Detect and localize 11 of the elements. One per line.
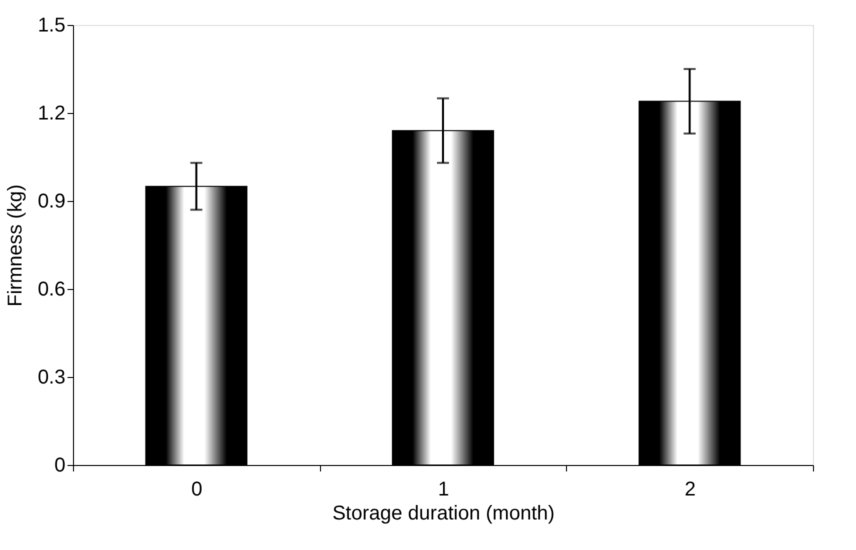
y-axis-title: Firmness (kg) xyxy=(4,184,27,307)
x-tick-label: 0 xyxy=(191,478,202,500)
x-axis-title: Storage duration (month) xyxy=(332,502,555,524)
y-tick-label: 1.5 xyxy=(38,14,66,36)
y-tick-label: 0 xyxy=(54,454,66,476)
x-tick-label: 1 xyxy=(438,478,450,500)
y-tick-label: 0.9 xyxy=(38,190,66,212)
x-tick-label: 2 xyxy=(684,478,696,500)
y-tick-label: 0.3 xyxy=(38,366,66,388)
y-tick-label: 0.6 xyxy=(38,278,66,300)
y-tick-label: 1.2 xyxy=(38,102,66,124)
